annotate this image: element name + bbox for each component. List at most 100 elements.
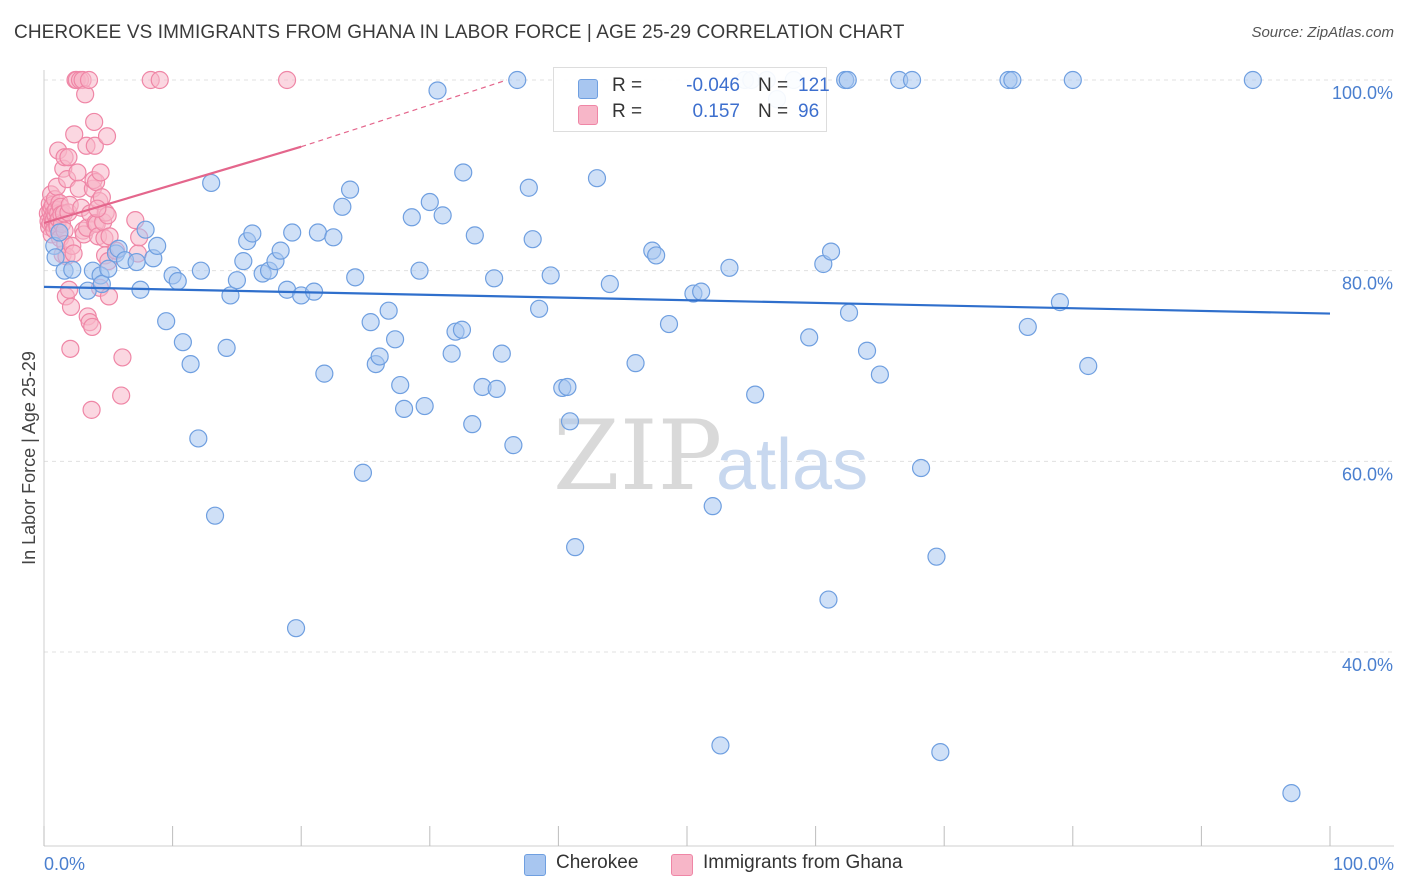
y-tick-label: 40.0% xyxy=(1342,655,1393,675)
cherokee-point xyxy=(286,619,306,638)
ghana-point xyxy=(91,163,110,182)
cherokee-point xyxy=(324,228,343,247)
cherokee-point xyxy=(361,313,380,332)
legend-r-value-ghana: 0.157 xyxy=(692,101,740,122)
watermark-zip: ZIP xyxy=(553,400,722,512)
cherokee-point xyxy=(243,224,262,243)
cherokee-point xyxy=(333,197,352,216)
cherokee-point xyxy=(703,497,722,516)
cherokee-point xyxy=(433,206,452,225)
cherokee-point xyxy=(136,220,155,239)
cherokee-point xyxy=(420,192,439,212)
ghana-point xyxy=(83,317,102,337)
legend-swatch-ghana xyxy=(578,105,598,125)
cherokee-point xyxy=(410,261,429,280)
ghana-point xyxy=(82,400,101,419)
cherokee-point xyxy=(1050,293,1070,312)
cherokee-point xyxy=(181,354,200,374)
chart-title: CHEROKEE VS IMMIGRANTS FROM GHANA IN LAB… xyxy=(14,22,905,43)
legend-n-value-cherokee: 121 xyxy=(798,75,830,96)
cherokee-points xyxy=(45,70,1301,803)
series-label-cherokee: Cherokee xyxy=(556,852,639,873)
cherokee-point xyxy=(379,301,398,320)
cherokee-point xyxy=(1282,783,1301,803)
legend-n-value-ghana: 96 xyxy=(798,101,820,122)
cherokee-point xyxy=(746,385,765,404)
y-tick-label: 80.0% xyxy=(1342,274,1393,294)
cherokee-point xyxy=(838,70,857,90)
cherokee-point xyxy=(839,303,859,322)
cherokee-point xyxy=(148,236,167,255)
x-tick-label-min: 0.0% xyxy=(44,854,85,874)
cherokee-point xyxy=(442,344,461,363)
cherokee-point xyxy=(821,242,841,261)
ghana-point xyxy=(277,70,297,90)
correlation-legend: R = -0.046 N = 121 R = 0.157 N = 96 xyxy=(553,67,830,132)
cherokee-point xyxy=(600,274,619,294)
cherokee-point xyxy=(271,241,290,260)
ghana-point xyxy=(113,348,132,367)
ghana-point xyxy=(112,386,131,405)
cherokee-point xyxy=(911,458,931,478)
cherokee-point xyxy=(504,436,523,455)
cherokee-point xyxy=(1003,70,1022,90)
ghana-point xyxy=(61,339,80,358)
cherokee-point xyxy=(541,266,560,285)
grid-lines xyxy=(44,79,1394,653)
cherokee-point xyxy=(711,736,730,755)
ghana-points xyxy=(38,70,297,419)
cherokee-point xyxy=(191,261,210,280)
ghana-point xyxy=(64,244,83,263)
cherokee-point xyxy=(465,226,484,245)
cherokee-point xyxy=(168,272,187,291)
cherokee-point xyxy=(931,742,950,762)
cherokee-point xyxy=(485,269,504,288)
cherokee-point xyxy=(487,379,506,398)
cherokee-point xyxy=(463,415,482,434)
trend-lines xyxy=(43,79,1331,315)
ghana-point xyxy=(68,163,87,182)
cherokee-point xyxy=(315,364,334,383)
cherokee-point xyxy=(217,338,236,357)
cherokee-point xyxy=(127,252,146,272)
cherokee-point xyxy=(587,169,607,188)
cherokee-point xyxy=(340,180,360,199)
cherokee-point xyxy=(227,271,246,290)
cherokee-point xyxy=(1243,70,1262,90)
y-tick-label: 100.0% xyxy=(1332,83,1393,103)
source-credit: Source: ZipAtlas.com xyxy=(1251,24,1394,41)
legend-n-label: N = xyxy=(758,101,789,122)
cherokee-point xyxy=(391,375,410,395)
cherokee-point xyxy=(560,412,580,431)
series-swatch-ghana xyxy=(671,854,693,876)
ghana-point xyxy=(85,112,104,132)
y-axis-label: In Labor Force | Age 25-29 xyxy=(19,351,39,565)
cherokee-point xyxy=(308,223,328,242)
cherokee-point xyxy=(1063,70,1082,90)
cherokee-point xyxy=(353,463,373,482)
ghana-trend-extension xyxy=(301,79,508,148)
cherokee-point xyxy=(530,299,549,318)
cherokee-point xyxy=(370,347,389,366)
cherokee-point xyxy=(173,333,192,352)
cherokee-point xyxy=(99,259,118,278)
legend-r-value-cherokee: -0.046 xyxy=(686,75,740,96)
ghana-point xyxy=(85,136,104,155)
cherokee-point xyxy=(157,312,176,331)
cherokee-point xyxy=(394,399,414,418)
cherokee-point xyxy=(566,538,585,557)
cherokee-point xyxy=(283,223,302,242)
legend-r-label: R = xyxy=(612,101,643,122)
x-tick-label-max: 100.0% xyxy=(1333,854,1394,874)
cherokee-point xyxy=(819,590,838,609)
cherokee-point xyxy=(221,286,240,305)
cherokee-point xyxy=(46,248,65,267)
legend-r-label: R = xyxy=(612,75,643,96)
cherokee-trend-line xyxy=(43,285,1331,315)
ghana-point xyxy=(65,125,84,144)
cherokee-point xyxy=(523,230,542,249)
cherokee-point xyxy=(428,81,447,100)
cherokee-point xyxy=(202,173,221,193)
cherokee-point xyxy=(508,70,527,90)
